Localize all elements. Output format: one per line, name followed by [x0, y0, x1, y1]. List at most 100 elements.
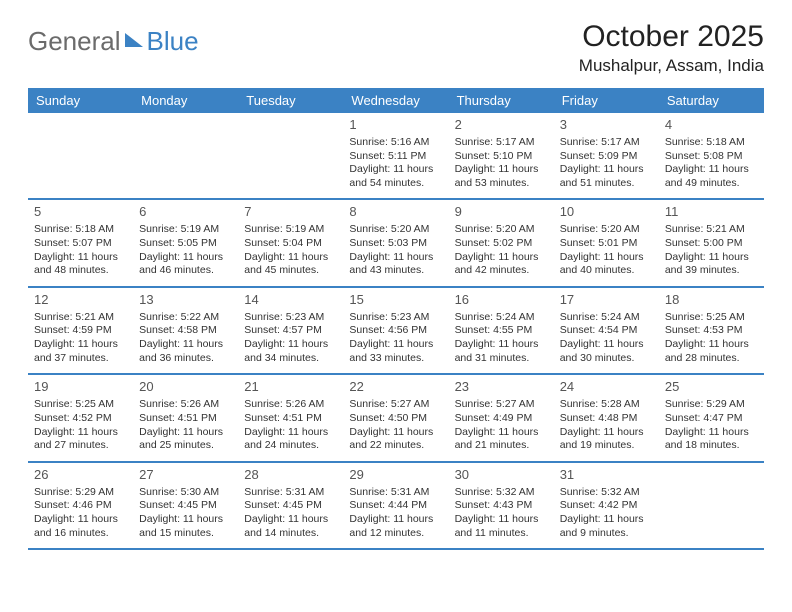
sunrise-line: Sunrise: 5:22 AM: [139, 311, 232, 325]
daylight-line: Daylight: 11 hours and 12 minutes.: [349, 513, 442, 540]
dow-cell: Thursday: [449, 88, 554, 113]
sunrise-line: Sunrise: 5:19 AM: [244, 223, 337, 237]
day-number: 14: [244, 292, 337, 309]
sunset-line: Sunset: 4:53 PM: [665, 324, 758, 338]
sunset-line: Sunset: 4:58 PM: [139, 324, 232, 338]
sunrise-line: Sunrise: 5:30 AM: [139, 486, 232, 500]
logo-text-blue: Blue: [147, 26, 199, 57]
day-cell: 6Sunrise: 5:19 AMSunset: 5:05 PMDaylight…: [133, 200, 238, 285]
sunrise-line: Sunrise: 5:18 AM: [665, 136, 758, 150]
day-number: 25: [665, 379, 758, 396]
day-cell: 10Sunrise: 5:20 AMSunset: 5:01 PMDayligh…: [554, 200, 659, 285]
day-number: 18: [665, 292, 758, 309]
daylight-line: Daylight: 11 hours and 51 minutes.: [560, 163, 653, 190]
sunset-line: Sunset: 4:44 PM: [349, 499, 442, 513]
day-cell: [28, 113, 133, 198]
sunset-line: Sunset: 4:56 PM: [349, 324, 442, 338]
dow-header-row: SundayMondayTuesdayWednesdayThursdayFrid…: [28, 88, 764, 113]
sunset-line: Sunset: 4:45 PM: [139, 499, 232, 513]
day-number: 15: [349, 292, 442, 309]
sunrise-line: Sunrise: 5:26 AM: [244, 398, 337, 412]
day-number: 23: [455, 379, 548, 396]
sunrise-line: Sunrise: 5:20 AM: [455, 223, 548, 237]
day-cell: 23Sunrise: 5:27 AMSunset: 4:49 PMDayligh…: [449, 375, 554, 460]
sunset-line: Sunset: 4:55 PM: [455, 324, 548, 338]
day-cell: 31Sunrise: 5:32 AMSunset: 4:42 PMDayligh…: [554, 463, 659, 548]
day-cell: 29Sunrise: 5:31 AMSunset: 4:44 PMDayligh…: [343, 463, 448, 548]
sunset-line: Sunset: 5:07 PM: [34, 237, 127, 251]
day-cell: 7Sunrise: 5:19 AMSunset: 5:04 PMDaylight…: [238, 200, 343, 285]
day-cell: [133, 113, 238, 198]
day-cell: [659, 463, 764, 548]
day-cell: 24Sunrise: 5:28 AMSunset: 4:48 PMDayligh…: [554, 375, 659, 460]
day-number: 3: [560, 117, 653, 134]
day-number: 22: [349, 379, 442, 396]
daylight-line: Daylight: 11 hours and 45 minutes.: [244, 251, 337, 278]
dow-cell: Friday: [554, 88, 659, 113]
sunrise-line: Sunrise: 5:16 AM: [349, 136, 442, 150]
day-number: 28: [244, 467, 337, 484]
sunset-line: Sunset: 5:10 PM: [455, 150, 548, 164]
day-number: 4: [665, 117, 758, 134]
sunset-line: Sunset: 5:05 PM: [139, 237, 232, 251]
day-number: 17: [560, 292, 653, 309]
day-number: 8: [349, 204, 442, 221]
day-cell: 14 Sunrise: 5:23 AMSunset: 4:57 PMDayligh…: [238, 288, 343, 373]
sunrise-line: Sunrise: 5:23 AM: [244, 311, 337, 325]
sunrise-line: Sunrise: 5:24 AM: [560, 311, 653, 325]
logo-text-general: General: [28, 26, 121, 57]
sunset-line: Sunset: 4:57 PM: [244, 324, 337, 338]
sunrise-line: Sunrise: 5:25 AM: [34, 398, 127, 412]
day-number: 7: [244, 204, 337, 221]
day-number: 5: [34, 204, 127, 221]
day-number: 10: [560, 204, 653, 221]
sunset-line: Sunset: 5:09 PM: [560, 150, 653, 164]
daylight-line: Daylight: 11 hours and 9 minutes.: [560, 513, 653, 540]
daylight-line: Daylight: 11 hours and 24 minutes.: [244, 426, 337, 453]
sunset-line: Sunset: 4:43 PM: [455, 499, 548, 513]
day-number: 11: [665, 204, 758, 221]
sunset-line: Sunset: 5:08 PM: [665, 150, 758, 164]
day-number: 12: [34, 292, 127, 309]
sunset-line: Sunset: 4:54 PM: [560, 324, 653, 338]
title-block: October 2025 Mushalpur, Assam, India: [579, 20, 764, 76]
day-number: 19: [34, 379, 127, 396]
sunrise-line: Sunrise: 5:19 AM: [139, 223, 232, 237]
sunrise-line: Sunrise: 5:31 AM: [244, 486, 337, 500]
sunset-line: Sunset: 4:51 PM: [244, 412, 337, 426]
sunrise-line: Sunrise: 5:18 AM: [34, 223, 127, 237]
sunrise-line: Sunrise: 5:24 AM: [455, 311, 548, 325]
daylight-line: Daylight: 11 hours and 49 minutes.: [665, 163, 758, 190]
daylight-line: Daylight: 11 hours and 19 minutes.: [560, 426, 653, 453]
sunset-line: Sunset: 4:51 PM: [139, 412, 232, 426]
day-cell: 19Sunrise: 5:25 AMSunset: 4:52 PMDayligh…: [28, 375, 133, 460]
weeks-container: 1Sunrise: 5:16 AMSunset: 5:11 PMDaylight…: [28, 113, 764, 550]
sunrise-line: Sunrise: 5:21 AM: [34, 311, 127, 325]
daylight-line: Daylight: 11 hours and 54 minutes.: [349, 163, 442, 190]
day-cell: 20Sunrise: 5:26 AMSunset: 4:51 PMDayligh…: [133, 375, 238, 460]
sunrise-line: Sunrise: 5:29 AM: [665, 398, 758, 412]
daylight-line: Daylight: 11 hours and 37 minutes.: [34, 338, 127, 365]
day-cell: 17Sunrise: 5:24 AMSunset: 4:54 PMDayligh…: [554, 288, 659, 373]
dow-cell: Wednesday: [343, 88, 448, 113]
day-cell: 21Sunrise: 5:26 AMSunset: 4:51 PMDayligh…: [238, 375, 343, 460]
sunrise-line: Sunrise: 5:20 AM: [349, 223, 442, 237]
day-cell: 11Sunrise: 5:21 AMSunset: 5:00 PMDayligh…: [659, 200, 764, 285]
dow-cell: Saturday: [659, 88, 764, 113]
daylight-line: Daylight: 11 hours and 53 minutes.: [455, 163, 548, 190]
daylight-line: Daylight: 11 hours and 40 minutes.: [560, 251, 653, 278]
day-number: 9: [455, 204, 548, 221]
daylight-line: Daylight: 11 hours and 48 minutes.: [34, 251, 127, 278]
sunrise-line: Sunrise: 5:17 AM: [560, 136, 653, 150]
daylight-line: Daylight: 11 hours and 11 minutes.: [455, 513, 548, 540]
sunset-line: Sunset: 5:01 PM: [560, 237, 653, 251]
day-cell: 18Sunrise: 5:25 AMSunset: 4:53 PMDayligh…: [659, 288, 764, 373]
sunset-line: Sunset: 4:42 PM: [560, 499, 653, 513]
week-row: 19Sunrise: 5:25 AMSunset: 4:52 PMDayligh…: [28, 375, 764, 462]
day-cell: 22Sunrise: 5:27 AMSunset: 4:50 PMDayligh…: [343, 375, 448, 460]
day-cell: 5 Sunrise: 5:18 AMSunset: 5:07 PMDaylight…: [28, 200, 133, 285]
daylight-line: Daylight: 11 hours and 34 minutes.: [244, 338, 337, 365]
sunrise-line: Sunrise: 5:25 AM: [665, 311, 758, 325]
day-cell: 12Sunrise: 5:21 AMSunset: 4:59 PMDayligh…: [28, 288, 133, 373]
day-cell: 2Sunrise: 5:17 AMSunset: 5:10 PMDaylight…: [449, 113, 554, 198]
